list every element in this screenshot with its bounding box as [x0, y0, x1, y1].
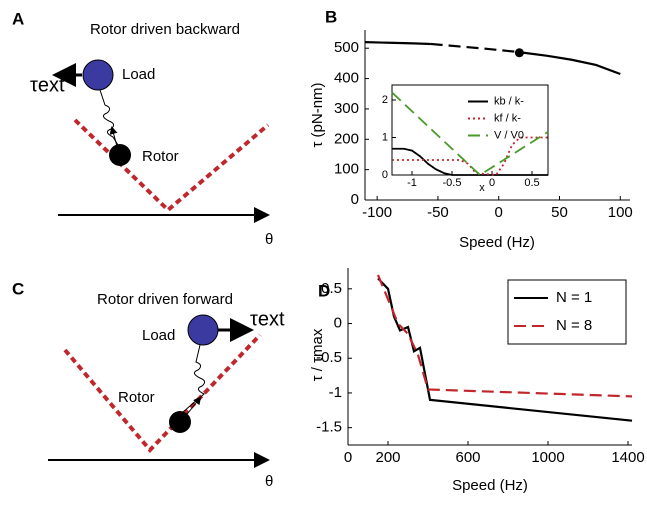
x-tick-label: -100: [362, 204, 392, 221]
series-line: [376, 274, 633, 398]
y-tick-label: 100: [334, 161, 359, 178]
panel-label: C: [12, 279, 24, 298]
legend-label: kb / k-: [494, 95, 524, 107]
load: [82, 59, 114, 91]
load-label: Load: [122, 66, 155, 83]
legend-box: [507, 279, 627, 345]
x-tick-label: 0: [344, 449, 352, 466]
x-tick-label: 1400: [611, 449, 644, 466]
y-tick-label: -0.5: [316, 349, 342, 366]
y-tick-label: 0: [382, 169, 388, 181]
x-tick-label: 0.5: [524, 177, 539, 189]
series-line: [391, 91, 549, 177]
series-line: [430, 42, 518, 53]
y-tick-label: 1: [382, 131, 388, 143]
x-tick-label: 200: [375, 449, 400, 466]
axis-label: θ: [265, 473, 273, 490]
legend-label: kf / k-: [494, 112, 521, 124]
y-tick-label: 0: [351, 191, 359, 208]
series-line: [392, 147, 548, 176]
y-tick-label: -1.5: [316, 419, 342, 436]
potential: [63, 333, 262, 453]
load-label: Load: [142, 327, 175, 344]
y-tick-label: -1: [329, 384, 342, 401]
x-tick-label: -1: [407, 177, 417, 189]
series-line: [516, 50, 621, 76]
y-axis-label: τ / τmax: [309, 328, 326, 381]
highlight-point: [514, 48, 524, 58]
legend-label: N = 8: [556, 317, 592, 334]
y-tick-label: 200: [334, 130, 359, 147]
spring: [99, 89, 119, 146]
rotor: [169, 411, 191, 433]
axis-label: θ: [265, 231, 273, 248]
x-tick-label: -50: [427, 204, 449, 221]
panel-label: B: [325, 7, 337, 26]
y-tick-label: 0: [334, 314, 342, 331]
series-line: [364, 41, 431, 46]
y-tick-label: 500: [334, 39, 359, 56]
diagram-c: C Rotor driven forward θ τext Load Rotor: [12, 279, 285, 489]
series-line: [392, 136, 548, 176]
potential: [73, 118, 270, 213]
rotor: [109, 144, 131, 166]
diagram-title: Rotor driven backward: [90, 21, 240, 38]
spring: [182, 344, 206, 413]
y-tick-label: 400: [334, 70, 359, 87]
x-axis-label: x: [479, 182, 485, 194]
y-tick-label: 300: [334, 100, 359, 117]
x-tick-label: 100: [608, 204, 633, 221]
x-tick-label: 600: [455, 449, 480, 466]
x-tick-label: 50: [551, 204, 568, 221]
y-tick-label: 0.5: [321, 280, 342, 297]
legend-label: V / V0: [494, 129, 524, 141]
x-tick-label: 0: [495, 204, 503, 221]
inset-frame: [391, 84, 549, 176]
rotor-label: Rotor: [118, 389, 155, 406]
rotor-label: Rotor: [142, 148, 179, 165]
panel-label: A: [12, 9, 24, 28]
legend-label: N = 1: [556, 289, 592, 306]
diagram-title: Rotor driven forward: [97, 291, 233, 308]
y-axis-label: τ (pN-nm): [309, 82, 326, 147]
x-axis-label: Speed (Hz): [459, 234, 535, 251]
x-axis-label: Speed (Hz): [452, 477, 528, 494]
panel-label: D: [318, 281, 330, 300]
x-tick-label: 0: [489, 177, 495, 189]
torque-label: τext: [30, 74, 65, 96]
y-tick-label: 2: [382, 94, 388, 106]
x-tick-label: 1000: [531, 449, 564, 466]
x-tick-label: -0.5: [443, 177, 462, 189]
diagram-a: A Rotor driven backward θ τext Load Roto…: [12, 9, 273, 247]
torque-label: τext: [250, 308, 285, 330]
load: [187, 314, 219, 346]
